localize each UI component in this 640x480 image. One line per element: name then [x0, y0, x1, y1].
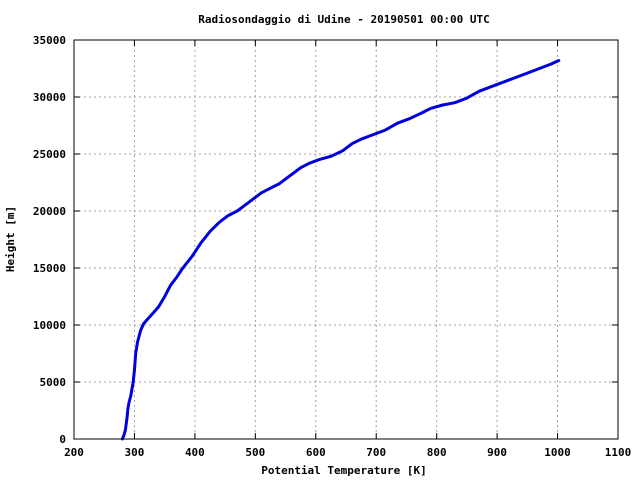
y-tick-label: 15000: [33, 262, 66, 275]
y-tick-label: 0: [59, 433, 66, 446]
plot-frame: [73, 39, 619, 440]
y-tick-label: 20000: [33, 205, 66, 218]
x-tick-label: 200: [64, 446, 84, 459]
y-tick-label: 5000: [40, 376, 67, 389]
x-tick-label: 900: [487, 446, 507, 459]
x-tick-label: 300: [125, 446, 145, 459]
y-axis-label: Height [m]: [4, 206, 17, 272]
chart-title: Radiosondaggio di Udine - 20190501 00:00…: [198, 13, 489, 26]
x-tick-label: 600: [306, 446, 326, 459]
y-tick-label: 35000: [33, 34, 66, 47]
series-line: [120, 59, 561, 441]
x-tick-label: 500: [245, 446, 265, 459]
x-axis-ticks: 200 300 400 500 600 700 800 900 1000 1100: [64, 40, 631, 459]
grid-lines: [74, 40, 618, 439]
x-axis-label: Potential Temperature [K]: [261, 464, 427, 477]
y-tick-label: 25000: [33, 148, 66, 161]
y-tick-label: 10000: [33, 319, 66, 332]
x-tick-label: 400: [185, 446, 205, 459]
x-tick-label: 800: [427, 446, 447, 459]
series-group: [120, 59, 561, 441]
x-tick-label: 700: [366, 446, 386, 459]
y-axis-ticks: 0 5000 10000 15000 20000 25000 30000 35000: [33, 34, 618, 446]
y-tick-label: 30000: [33, 91, 66, 104]
x-tick-label: 1100: [605, 446, 632, 459]
x-tick-label: 1000: [544, 446, 571, 459]
